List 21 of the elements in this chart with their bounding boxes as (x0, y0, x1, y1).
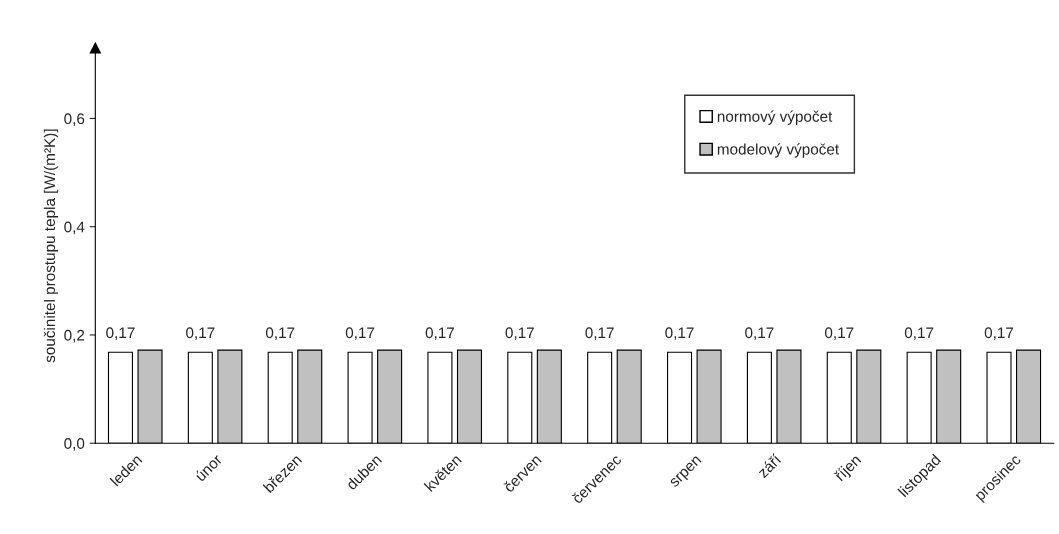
legend-label: modelový výpočet (717, 143, 839, 158)
data-label: 0,17 (745, 327, 774, 340)
x-tick-label: říjen (833, 453, 864, 484)
x-tick-label: září (756, 452, 783, 479)
y-tick-label: 0,6 (64, 113, 85, 126)
data-label: 0,17 (186, 327, 215, 340)
y-tick-label: 0,2 (64, 329, 85, 343)
data-label: 0,17 (425, 327, 455, 340)
y-axis-title: součinitel prostupu tepla [W/(m²K)] (43, 129, 59, 363)
data-label: 0,17 (984, 327, 1014, 340)
data-label: 0,17 (904, 327, 934, 340)
y-tick-label: 0,4 (64, 221, 85, 235)
data-label: 0,17 (665, 327, 694, 340)
y-tick-label: 0,0 (64, 438, 85, 451)
data-label: 0,17 (585, 327, 614, 340)
legend-label: normový výpočet (717, 110, 833, 125)
data-label: 0,17 (505, 327, 534, 340)
data-label: 0,17 (265, 327, 295, 340)
data-label: 0,17 (824, 327, 854, 340)
data-label: 0,17 (106, 327, 135, 340)
data-label: 0,17 (345, 327, 375, 340)
